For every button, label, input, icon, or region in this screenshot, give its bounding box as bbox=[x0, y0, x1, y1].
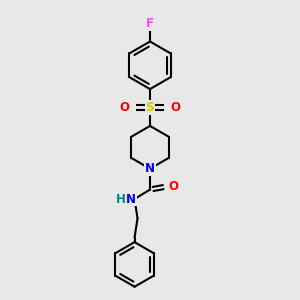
Text: N: N bbox=[126, 193, 136, 206]
Text: O: O bbox=[168, 180, 178, 193]
Text: O: O bbox=[119, 101, 129, 114]
Text: F: F bbox=[146, 17, 154, 30]
Text: N: N bbox=[145, 162, 155, 175]
Text: O: O bbox=[171, 101, 181, 114]
Text: S: S bbox=[146, 101, 154, 114]
Text: H: H bbox=[116, 193, 126, 206]
